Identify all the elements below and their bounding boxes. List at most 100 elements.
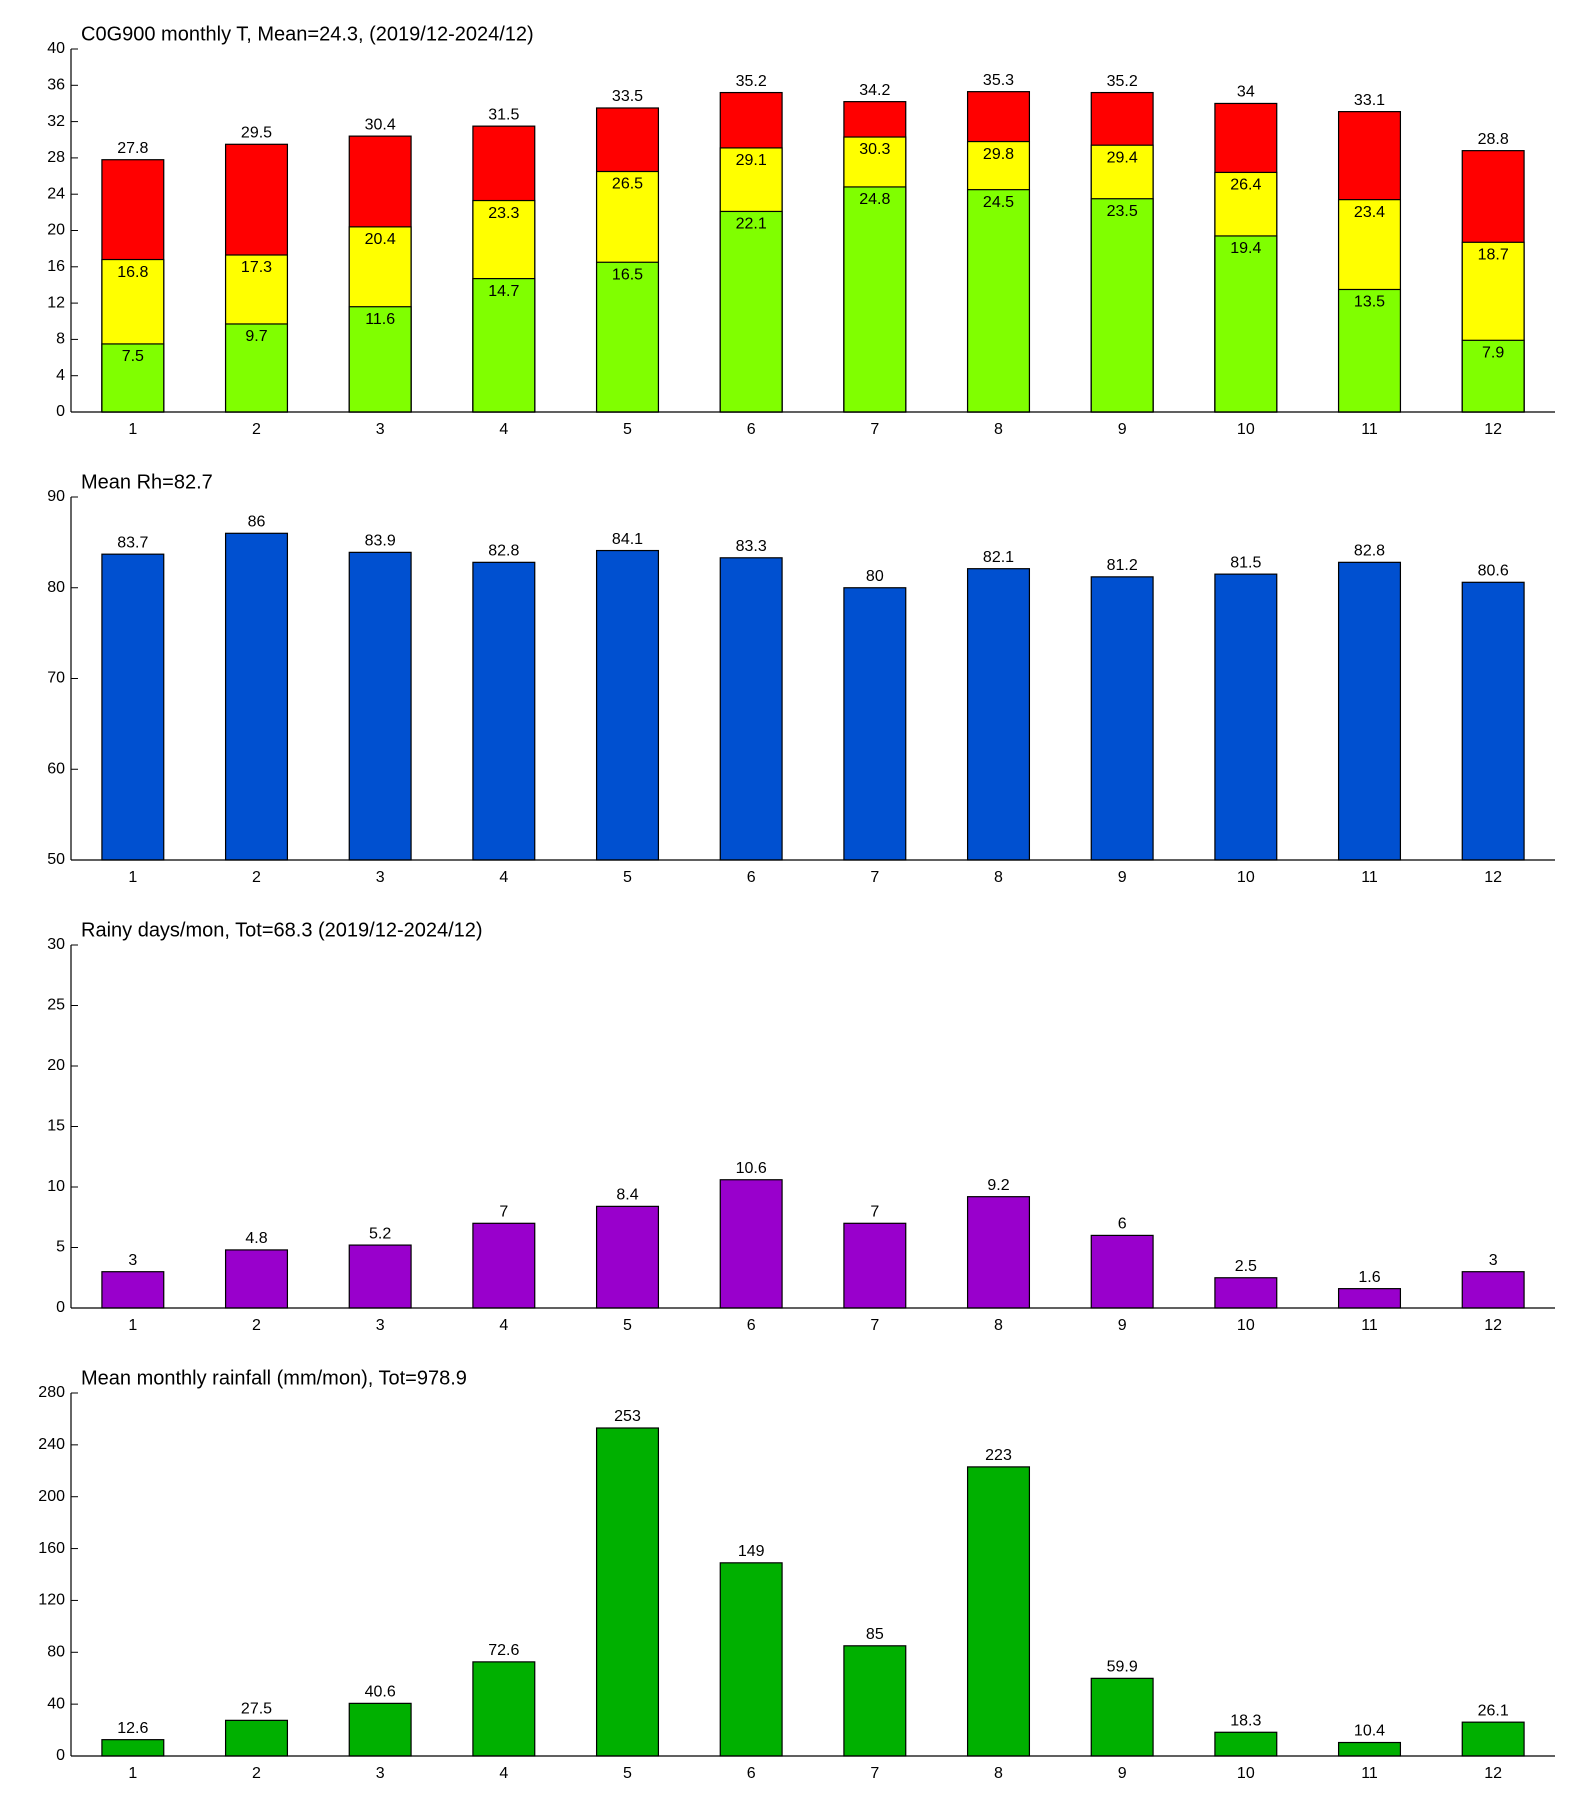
value-label: 83.7 [117,534,148,551]
value-label: 27.8 [117,140,148,157]
y-tick-label: 160 [38,1540,65,1557]
x-tick-label: 9 [1118,1317,1127,1334]
value-label: 1.6 [1358,1269,1380,1286]
bar [224,532,289,861]
x-tick-label: 9 [1118,421,1127,438]
x-tick-label: 6 [747,1317,756,1334]
value-label: 9.2 [987,1177,1009,1194]
bar [595,549,660,861]
value-label: 10.4 [1354,1723,1385,1740]
bar [1461,339,1525,413]
bar [719,1562,783,1757]
bar [472,561,536,861]
value-label: 86 [248,514,266,531]
bar [966,1196,1031,1309]
bar [472,277,536,413]
x-tick-label: 3 [376,1765,385,1782]
value-label: 7.9 [1482,345,1504,362]
y-tick-label: 70 [47,670,65,687]
value-label: 83.9 [365,533,396,550]
x-tick-label: 10 [1237,421,1255,438]
x-tick-label: 3 [376,1317,385,1334]
value-label: 84.1 [612,531,643,548]
x-tick-label: 10 [1237,1765,1255,1782]
bar [1090,198,1154,413]
x-tick-label: 11 [1361,1765,1378,1782]
value-label: 5.2 [369,1225,391,1242]
chart-title: Mean Rh=82.7 [81,471,213,493]
y-tick-label: 40 [47,1695,65,1712]
value-label: 34 [1237,84,1255,101]
x-tick-label: 7 [870,869,879,886]
y-tick-label: 0 [56,403,65,420]
x-tick-label: 9 [1118,1765,1127,1782]
x-tick-label: 12 [1484,1317,1502,1334]
bar [1461,581,1525,861]
x-tick-label: 11 [1361,421,1378,438]
bar [224,1249,289,1309]
x-tick-label: 1 [128,869,137,886]
x-tick-label: 8 [994,1317,1003,1334]
value-label: 80.6 [1478,563,1509,580]
value-label: 83.3 [736,538,767,555]
bar [348,306,412,413]
value-label: 29.8 [983,146,1014,163]
value-label: 7.5 [122,348,144,365]
x-tick-label: 5 [623,869,632,886]
x-tick-label: 5 [623,421,632,438]
x-tick-label: 12 [1484,869,1502,886]
x-tick-label: 5 [623,1317,632,1334]
value-label: 80 [866,568,884,585]
value-label: 34.2 [859,82,890,99]
value-label: 11.6 [365,311,395,328]
bar [843,587,907,861]
value-label: 19.4 [1230,240,1261,257]
y-tick-label: 10 [47,1178,65,1195]
x-tick-label: 7 [870,421,879,438]
y-tick-label: 0 [56,1299,65,1316]
value-label: 3 [128,1252,137,1269]
value-label: 6 [1118,1216,1127,1233]
y-tick-label: 0 [56,1747,65,1764]
bar [224,323,289,413]
x-tick-label: 6 [747,869,756,886]
x-tick-label: 7 [870,1317,879,1334]
y-tick-label: 28 [47,149,65,166]
value-label: 27.5 [241,1701,272,1718]
chart-title: Rainy days/mon, Tot=68.3 (2019/12-2024/1… [81,919,483,941]
bar [1214,1277,1278,1309]
value-label: 35.2 [1107,73,1138,90]
bar [101,343,165,413]
bar [472,1222,536,1309]
y-tick-label: 12 [47,294,65,311]
value-label: 30.4 [365,116,396,133]
x-tick-label: 10 [1237,869,1255,886]
bar [719,1179,783,1309]
x-tick-label: 4 [499,1765,508,1782]
value-label: 2.5 [1235,1258,1257,1275]
bar [348,1702,412,1757]
value-label: 26.4 [1230,177,1261,194]
y-tick-label: 36 [47,77,65,94]
bar [1214,235,1278,413]
bar [224,1719,289,1757]
bar [1461,1271,1525,1309]
value-label: 3 [1489,1252,1498,1269]
x-tick-label: 7 [870,1765,879,1782]
bar [348,1244,412,1309]
value-label: 40.6 [365,1684,396,1701]
x-tick-label: 1 [128,1317,137,1334]
x-tick-label: 4 [499,421,508,438]
x-tick-label: 6 [747,421,756,438]
x-tick-label: 11 [1361,1317,1378,1334]
x-tick-label: 2 [252,421,261,438]
value-label: 16.5 [612,266,643,283]
value-label: 29.1 [736,152,767,169]
value-label: 82.8 [488,543,519,560]
chart-title: C0G900 monthly T, Mean=24.3, (2019/12-20… [81,23,534,45]
bar [843,1222,907,1309]
bar [1214,1731,1278,1757]
y-tick-label: 24 [47,185,65,202]
y-tick-label: 5 [56,1239,65,1256]
value-label: 14.7 [488,283,519,300]
